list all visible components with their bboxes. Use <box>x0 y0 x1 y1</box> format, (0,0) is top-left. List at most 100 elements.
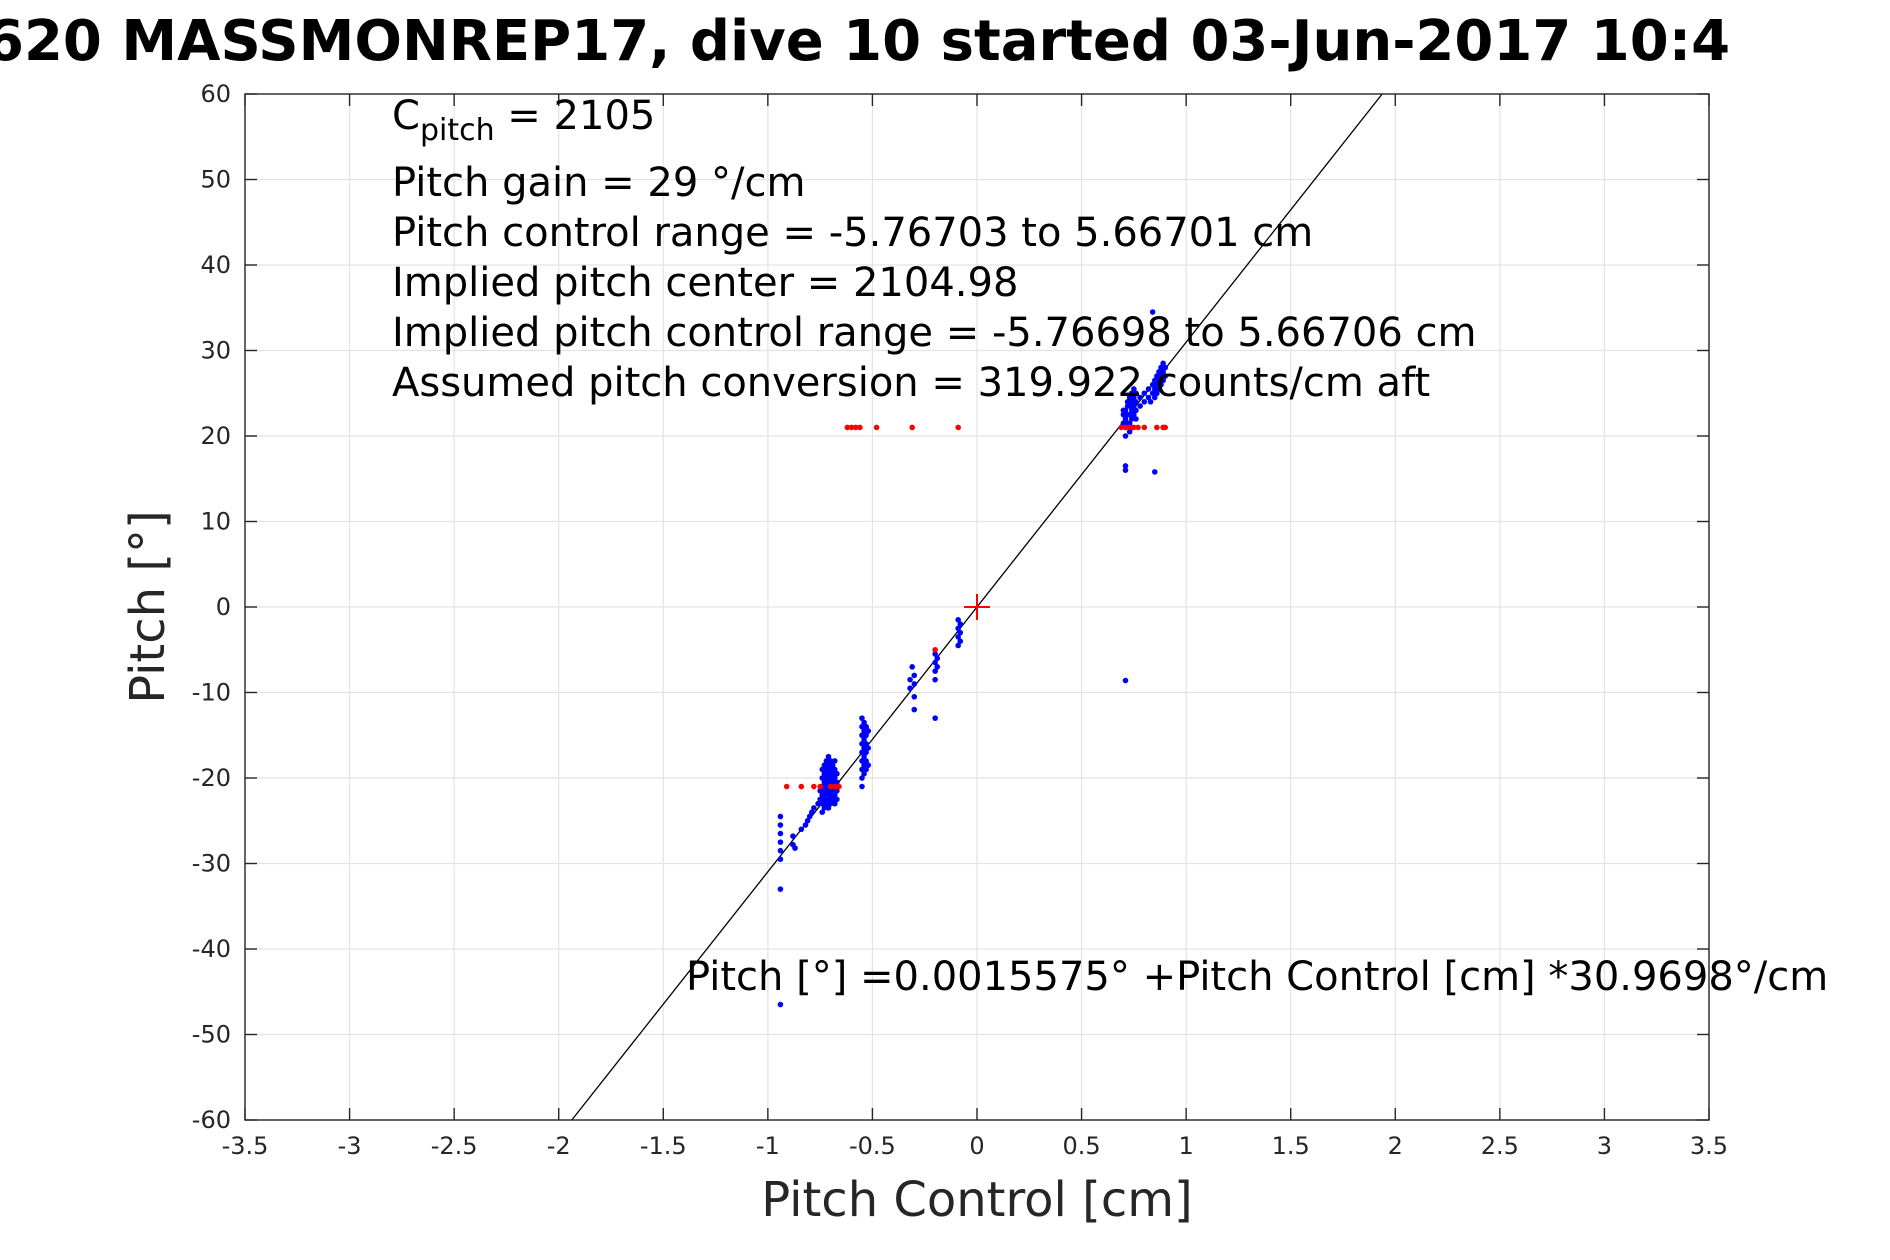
data-point <box>859 715 865 721</box>
data-point <box>783 783 790 790</box>
data-point <box>863 749 869 756</box>
data-point <box>1131 424 1137 431</box>
x-tick-label: 0.5 <box>1062 1132 1100 1160</box>
y-axis-label: Pitch [°] <box>120 510 176 704</box>
data-point <box>861 762 867 768</box>
data-point <box>1151 386 1158 392</box>
data-point <box>1162 424 1169 431</box>
data-point <box>777 856 784 863</box>
data-point <box>834 796 840 803</box>
data-point <box>907 685 913 692</box>
data-point <box>798 783 805 790</box>
data-point <box>819 809 826 815</box>
data-point <box>1126 394 1133 401</box>
data-point <box>932 668 938 674</box>
y-tick-label: -40 <box>192 935 231 963</box>
data-point <box>1151 394 1158 401</box>
data-point <box>811 783 817 790</box>
x-axis-label: Pitch Control [cm] <box>761 1172 1192 1228</box>
data-point <box>823 783 830 790</box>
data-point <box>1120 411 1127 418</box>
data-point <box>817 783 823 790</box>
center-marker <box>964 594 990 620</box>
data-point <box>815 800 821 807</box>
data-point <box>911 672 918 679</box>
data-point <box>861 745 867 751</box>
data-point <box>825 796 832 803</box>
data-point <box>777 886 784 892</box>
data-point <box>861 719 867 726</box>
data-point <box>821 788 828 794</box>
control-range-annotation: Pitch control range = -5.76703 to 5.6670… <box>392 210 1313 256</box>
data-point <box>1131 386 1137 392</box>
data-point <box>1131 411 1137 418</box>
data-point <box>1162 373 1169 379</box>
data-point <box>831 758 838 764</box>
data-point <box>1137 394 1143 401</box>
data-point <box>859 723 865 730</box>
data-point <box>829 762 836 768</box>
cpitch-value: = 2105 <box>495 93 656 139</box>
data-point <box>863 732 869 739</box>
data-point <box>1122 416 1129 422</box>
data-point <box>1147 399 1154 405</box>
y-tick-label: 30 <box>200 337 231 365</box>
data-point <box>1126 411 1133 418</box>
x-tick-label: -1 <box>756 1132 780 1160</box>
data-point <box>1151 469 1158 475</box>
data-point <box>1158 381 1164 388</box>
x-tick-label: 3 <box>1597 1132 1612 1160</box>
data-point <box>1128 416 1135 422</box>
x-tick-label: -2 <box>547 1132 571 1160</box>
x-tick-label: -1.5 <box>640 1132 687 1160</box>
data-point <box>1126 428 1133 435</box>
y-tick-label: 20 <box>200 422 231 450</box>
data-point <box>831 800 838 807</box>
data-point <box>1156 377 1162 384</box>
data-point <box>1141 390 1148 397</box>
data-point <box>821 779 828 786</box>
data-point <box>957 629 964 636</box>
data-point <box>825 788 832 794</box>
data-point <box>819 792 826 798</box>
data-point <box>825 779 832 786</box>
data-point <box>911 681 918 687</box>
data-point <box>865 762 872 768</box>
data-point <box>934 655 941 662</box>
data-point <box>825 770 832 777</box>
data-point <box>1149 381 1156 388</box>
data-point <box>825 805 832 811</box>
data-point <box>857 424 863 431</box>
data-point <box>955 625 961 632</box>
data-point <box>1154 390 1160 397</box>
data-point <box>1124 399 1131 405</box>
data-point <box>955 617 961 623</box>
data-point <box>909 424 915 431</box>
data-point <box>827 766 834 773</box>
data-point <box>790 833 796 839</box>
data-point <box>1133 416 1139 422</box>
data-point <box>863 741 869 747</box>
data-point <box>1156 386 1162 392</box>
y-tick-label: 50 <box>200 166 231 194</box>
data-point <box>836 783 842 790</box>
data-point <box>804 817 811 824</box>
data-point <box>1122 467 1129 474</box>
data-point <box>1160 369 1166 375</box>
data-point <box>834 788 840 794</box>
data-point <box>859 749 865 756</box>
data-point <box>1128 407 1135 414</box>
data-point <box>817 796 823 803</box>
data-point <box>802 822 809 828</box>
implied-range-annotation: Implied pitch control range = -5.76698 t… <box>392 310 1476 356</box>
data-point <box>1151 377 1158 384</box>
data-point <box>831 792 838 798</box>
data-point <box>777 830 784 837</box>
data-point <box>821 770 828 777</box>
data-point <box>1154 373 1160 379</box>
x-tick-label: -3.5 <box>222 1132 269 1160</box>
data-point <box>1131 394 1137 401</box>
y-tick-label: 40 <box>200 251 231 279</box>
data-point <box>911 693 918 700</box>
data-point <box>955 642 961 649</box>
